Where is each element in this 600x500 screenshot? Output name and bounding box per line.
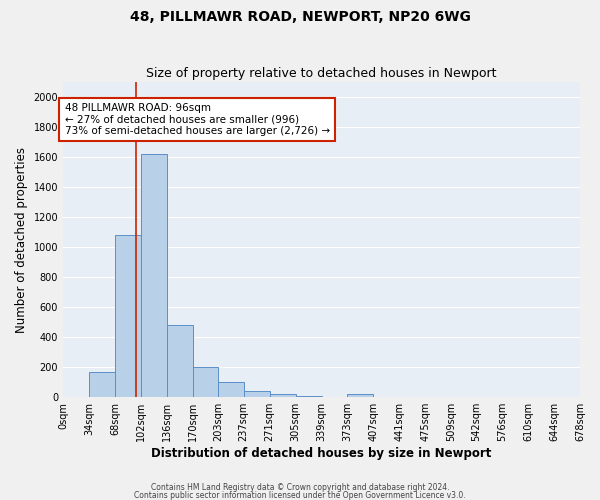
Y-axis label: Number of detached properties: Number of detached properties bbox=[15, 146, 28, 332]
Bar bbox=[115, 235, 141, 397]
Bar bbox=[193, 367, 218, 397]
Bar bbox=[89, 372, 115, 397]
Text: Contains HM Land Registry data © Crown copyright and database right 2024.: Contains HM Land Registry data © Crown c… bbox=[151, 483, 449, 492]
Text: 48 PILLMAWR ROAD: 96sqm
← 27% of detached houses are smaller (996)
73% of semi-d: 48 PILLMAWR ROAD: 96sqm ← 27% of detache… bbox=[65, 103, 329, 136]
Bar bbox=[141, 154, 167, 397]
Bar bbox=[167, 325, 193, 397]
Title: Size of property relative to detached houses in Newport: Size of property relative to detached ho… bbox=[146, 66, 497, 80]
Bar bbox=[347, 394, 373, 397]
Bar bbox=[244, 391, 269, 397]
Bar bbox=[269, 394, 296, 397]
Text: Contains public sector information licensed under the Open Government Licence v3: Contains public sector information licen… bbox=[134, 490, 466, 500]
Bar bbox=[218, 382, 244, 397]
X-axis label: Distribution of detached houses by size in Newport: Distribution of detached houses by size … bbox=[151, 447, 492, 460]
Bar bbox=[296, 396, 322, 397]
Text: 48, PILLMAWR ROAD, NEWPORT, NP20 6WG: 48, PILLMAWR ROAD, NEWPORT, NP20 6WG bbox=[130, 10, 470, 24]
